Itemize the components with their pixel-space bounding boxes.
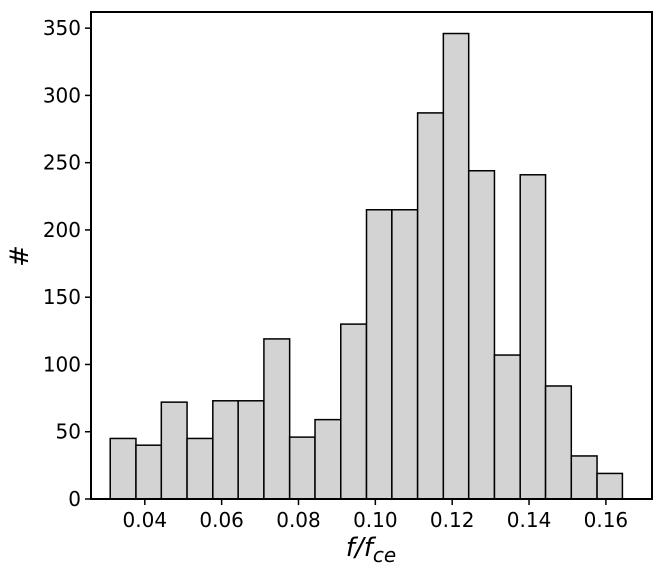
histogram-bar: [391, 209, 419, 500]
x-axis-label-subscript: ce: [373, 543, 396, 567]
histogram-bar: [596, 472, 624, 500]
histogram-bar: [160, 401, 188, 500]
histogram-bar: [288, 436, 316, 500]
histogram-bar: [340, 323, 368, 500]
histogram-bar: [109, 437, 137, 500]
x-tick-label: 0.06: [199, 508, 244, 532]
histogram-bar: [186, 437, 214, 500]
x-tick-label: 0.08: [276, 508, 321, 532]
histogram-bar: [135, 444, 163, 500]
y-tick-label: 350: [43, 16, 81, 40]
x-tick-label: 0.12: [430, 508, 475, 532]
x-tick-label: 0.10: [353, 508, 398, 532]
x-axis-ticks: 0.04 0.06 0.08 0.10 0.12 0.14 0.16: [123, 499, 629, 532]
y-tick-label: 300: [43, 83, 81, 107]
histogram-bar: [365, 209, 393, 500]
y-tick-label: 0: [68, 487, 81, 511]
x-axis-label: f/fce: [346, 533, 396, 567]
histogram-bar: [467, 170, 496, 500]
plot-frame: [90, 11, 653, 500]
histogram-bar: [493, 354, 521, 500]
histogram-bar: [442, 32, 470, 500]
histogram-bar: [314, 418, 342, 500]
histogram-bar: [212, 400, 239, 500]
x-tick-label: 0.14: [507, 508, 552, 532]
y-tick-label: 250: [43, 151, 81, 175]
histogram-bar: [544, 385, 573, 500]
y-tick-label: 150: [43, 285, 81, 309]
histogram-bar: [519, 174, 547, 500]
x-tick-label: 0.04: [123, 508, 168, 532]
x-axis-label-main: f/f: [346, 533, 377, 563]
y-axis-ticks: 0 50 100 150 200 250 300 350: [43, 16, 91, 511]
histogram-bar: [263, 338, 291, 500]
histogram-bar: [570, 455, 598, 500]
y-tick-label: 200: [43, 218, 81, 242]
y-tick-label: 50: [56, 420, 81, 444]
histogram-bar: [416, 112, 445, 500]
y-axis-label: #: [5, 245, 35, 267]
y-tick-label: 100: [43, 352, 81, 376]
histogram-bar: [237, 400, 265, 500]
x-tick-label: 0.16: [584, 508, 629, 532]
bars-group: [109, 32, 624, 500]
